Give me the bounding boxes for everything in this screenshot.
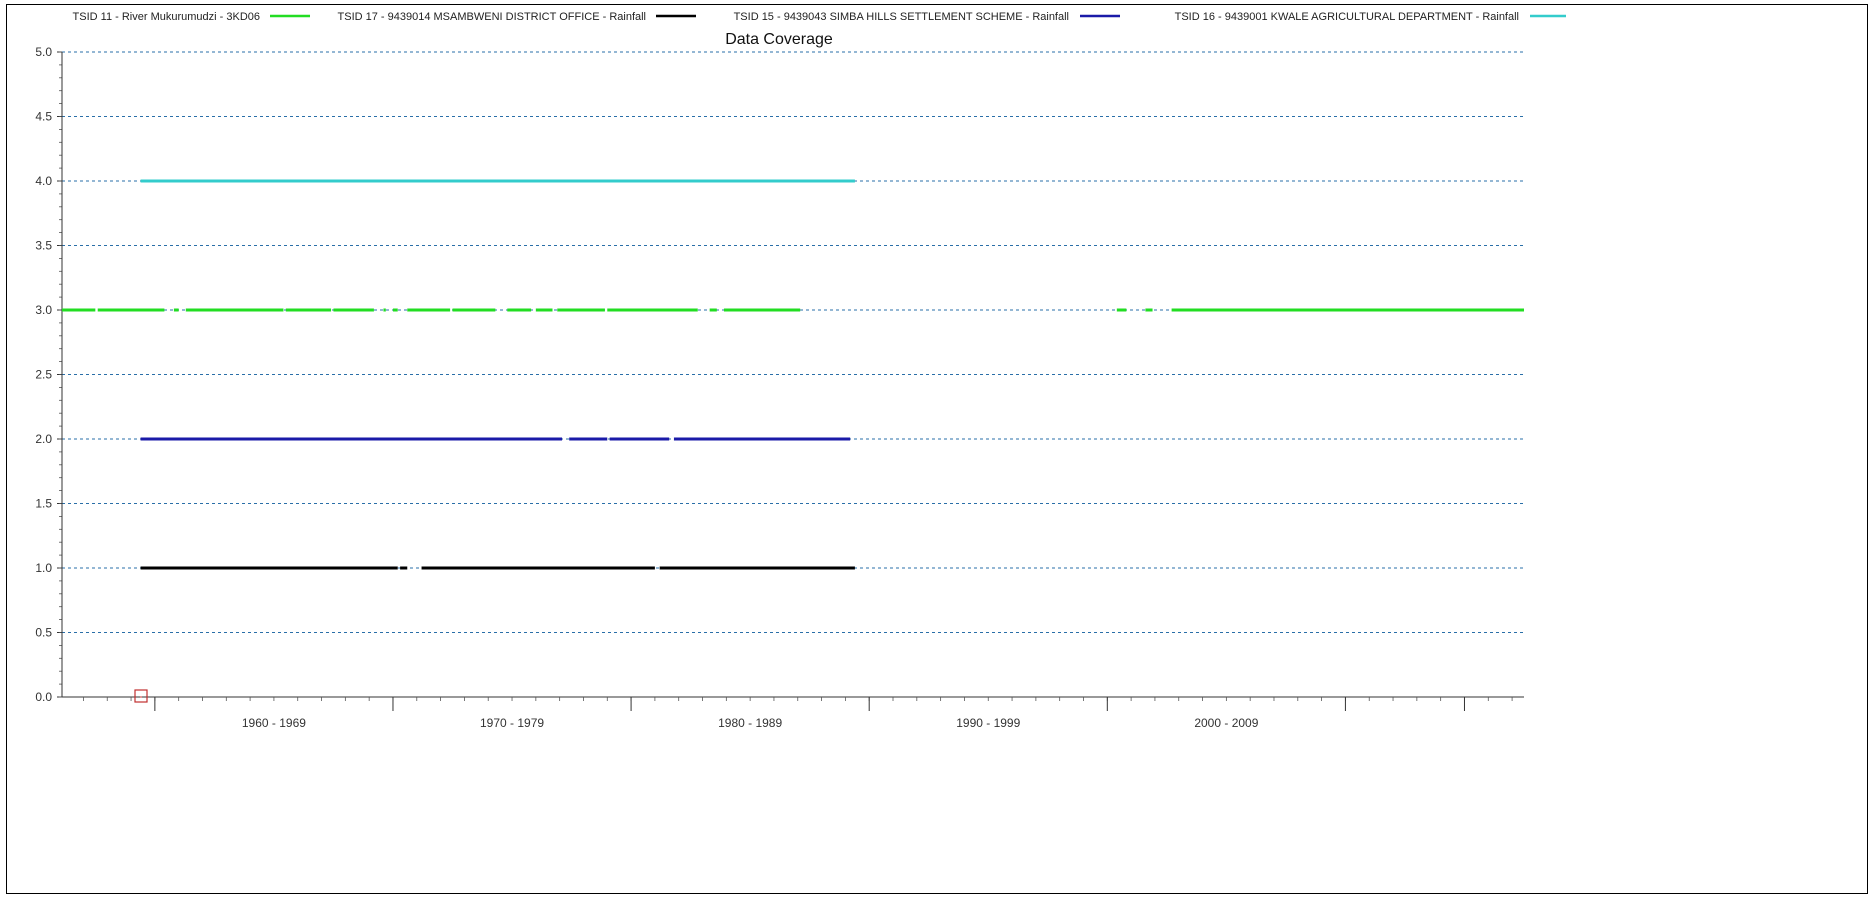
- y-tick-label: 4.0: [35, 174, 52, 188]
- y-tick-label: 3.0: [35, 303, 52, 317]
- x-tick-label: 1990 - 1999: [956, 716, 1020, 730]
- legend-entry-label: TSID 17 - 9439014 MSAMBWENI DISTRICT OFF…: [338, 11, 646, 23]
- series-layer: [62, 179, 1524, 570]
- x-tick-label: 1980 - 1989: [718, 716, 782, 730]
- y-tick-label: 5.0: [35, 45, 52, 59]
- y-tick-label: 0.0: [35, 690, 52, 704]
- y-tick-label: 2.5: [35, 368, 52, 382]
- y-tick-label: 3.5: [35, 239, 52, 253]
- axes: 0.0 0.5 1.0 1.5 2.0 2.5 3.0 3.5 4.0 4.5 5.0 1960 - …: [35, 45, 1524, 730]
- y-tick-label: 1.5: [35, 497, 52, 511]
- grid-lines: [62, 51, 1524, 633]
- x-tick-label: 1970 - 1979: [480, 716, 544, 730]
- chart-title: Data Coverage: [725, 31, 833, 48]
- y-tick-label: 0.5: [35, 626, 52, 640]
- x-tick-label: 2000 - 2009: [1194, 716, 1258, 730]
- legend-entry-label: TSID 15 - 9439043 SIMBA HILLS SETTLEMENT…: [734, 11, 1069, 23]
- legend-entry-label: TSID 16 - 9439001 KWALE AGRICULTURAL DEP…: [1175, 11, 1519, 23]
- y-tick-label: 4.5: [35, 110, 52, 124]
- legend-entry-label: TSID 11 - River Mukurumudzi - 3KD06: [73, 11, 260, 23]
- selection-marker-icon[interactable]: [134, 689, 148, 703]
- y-tick-label: 2.0: [35, 432, 52, 446]
- chart-frame: [6, 4, 1868, 894]
- y-tick-label: 1.0: [35, 561, 52, 575]
- x-tick-label: 1960 - 1969: [242, 716, 306, 730]
- legend: TSID 11 - River Mukurumudzi - 3KD06 TSID …: [73, 11, 1566, 23]
